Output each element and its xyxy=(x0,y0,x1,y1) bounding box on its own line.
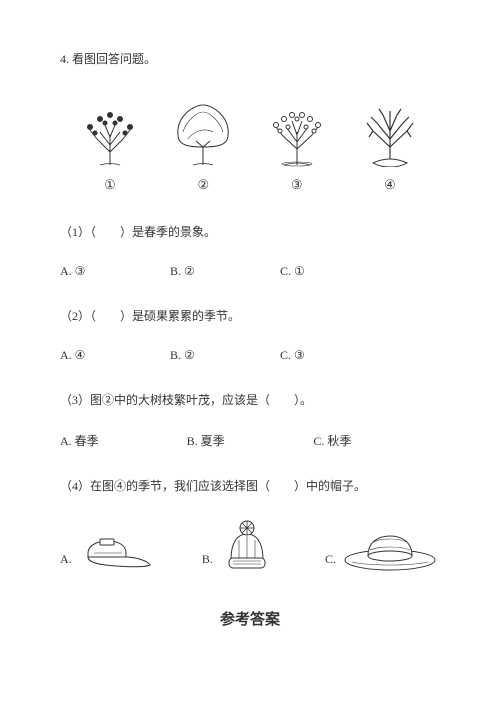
tree-4 xyxy=(350,97,430,167)
question-3: （3）图②中的大树枝繁叶茂，应该是（ ）。 A. 春季 B. 夏季 C. 秋季 xyxy=(60,391,440,449)
q3-opt-a: A. 春季 xyxy=(60,432,187,449)
q2-opt-a: A. ④ xyxy=(60,348,170,363)
q4-hats-row: A. B. xyxy=(60,518,440,573)
tree-2 xyxy=(163,97,243,167)
tree-summer-icon xyxy=(168,97,238,167)
question-4: （4）在图④的季节，我们应该选择图（ ）中的帽子。 A. B. xyxy=(60,477,440,573)
q2-stem: （2）（ ）是硕果累累的季节。 xyxy=(60,307,440,324)
tree-autumn-icon xyxy=(262,97,332,167)
tree-label-3: ③ xyxy=(257,177,337,193)
tree-labels-row: ① ② ③ ④ xyxy=(60,177,440,193)
q4-stem: （4）在图④的季节，我们应该选择图（ ）中的帽子。 xyxy=(60,477,440,494)
tree-spring-icon xyxy=(75,97,145,167)
q3-stem: （3）图②中的大树枝繁叶茂，应该是（ ）。 xyxy=(60,391,440,408)
q4-hat-a-label: A. xyxy=(60,552,72,567)
winter-hat-icon xyxy=(217,518,277,573)
q4-hat-c-label: C. xyxy=(325,552,336,567)
trees-row xyxy=(60,97,440,167)
tree-3 xyxy=(257,97,337,167)
q1-opt-b: B. ② xyxy=(170,264,280,279)
question-2: （2）（ ）是硕果累累的季节。 A. ④ B. ② C. ③ xyxy=(60,307,440,363)
visor-hat-icon xyxy=(76,533,154,573)
q2-options: A. ④ B. ② C. ③ xyxy=(60,348,440,363)
question-title: 4. 看图回答问题。 xyxy=(60,50,440,67)
q4-hat-b: B. xyxy=(202,518,277,573)
tree-1 xyxy=(70,97,150,167)
tree-label-2: ② xyxy=(163,177,243,193)
tree-winter-icon xyxy=(355,97,425,167)
q1-stem: （1）（ ）是春季的景象。 xyxy=(60,223,440,240)
q4-hat-c: C. xyxy=(325,528,440,573)
answers-heading: 参考答案 xyxy=(60,608,440,629)
q4-hat-b-label: B. xyxy=(202,552,213,567)
question-1: （1）（ ）是春季的景象。 A. ③ B. ② C. ① xyxy=(60,223,440,279)
tree-label-4: ④ xyxy=(350,177,430,193)
q3-opt-b: B. 夏季 xyxy=(187,432,314,449)
q1-options: A. ③ B. ② C. ① xyxy=(60,264,440,279)
q3-opt-c: C. 秋季 xyxy=(313,432,440,449)
tree-label-1: ① xyxy=(70,177,150,193)
q2-opt-c: C. ③ xyxy=(280,348,390,363)
q3-options: A. 春季 B. 夏季 C. 秋季 xyxy=(60,432,440,449)
q1-opt-c: C. ① xyxy=(280,264,390,279)
q2-opt-b: B. ② xyxy=(170,348,280,363)
q1-opt-a: A. ③ xyxy=(60,264,170,279)
q4-hat-a: A. xyxy=(60,533,154,573)
straw-hat-icon xyxy=(340,528,440,573)
